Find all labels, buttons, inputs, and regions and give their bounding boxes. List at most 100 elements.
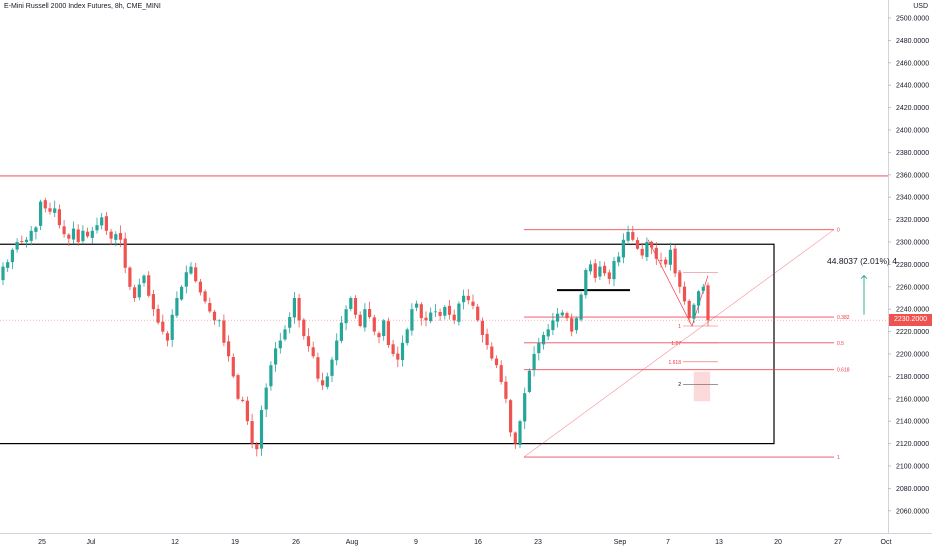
- candle-body: [579, 294, 583, 320]
- candle-body: [245, 400, 249, 422]
- x-tick-label: 27: [834, 539, 842, 546]
- y-tick-label: 2360.0000: [896, 172, 929, 179]
- candle-body: [645, 242, 649, 258]
- candle-body: [560, 312, 564, 316]
- candle-body: [494, 358, 499, 366]
- candle-body: [424, 317, 428, 321]
- candle-body: [198, 281, 202, 293]
- candle-body: [466, 295, 470, 301]
- candle-body: [358, 314, 362, 326]
- x-tick-label: 12: [171, 539, 179, 546]
- candle-body: [184, 272, 188, 287]
- candle-body: [353, 298, 358, 315]
- candle-body: [288, 317, 292, 328]
- candle-body: [443, 306, 447, 316]
- y-tick-label: 2140.0000: [896, 419, 929, 426]
- candle-body: [603, 265, 607, 274]
- candle-body: [598, 266, 602, 277]
- candle-body: [95, 225, 99, 231]
- candle-body: [523, 393, 527, 422]
- candle-body: [274, 348, 278, 365]
- candle-body: [123, 238, 127, 268]
- candle-body: [222, 320, 226, 343]
- y-tick-label: 2080.0000: [896, 486, 929, 493]
- fib-level-label: 1: [837, 455, 840, 461]
- y-tick-label: 2160.0000: [896, 396, 929, 403]
- candle-body: [541, 334, 546, 345]
- candle-body: [687, 300, 691, 319]
- candle-body: [546, 329, 550, 337]
- y-tick-label: 2200.0000: [896, 352, 929, 359]
- x-tick-label: 13: [715, 539, 723, 546]
- candle-body: [114, 234, 118, 240]
- candle-body: [471, 301, 475, 306]
- candle-body: [236, 375, 240, 399]
- candle-body: [363, 309, 367, 328]
- candle-body: [269, 365, 273, 387]
- candle-body: [29, 230, 33, 241]
- x-tick-label: Jul: [87, 539, 96, 546]
- x-tick-label: 9: [414, 539, 418, 546]
- candle-body: [86, 231, 90, 237]
- y-tick-label: 2100.0000: [896, 464, 929, 471]
- candle-body: [701, 286, 705, 291]
- x-tick-label: 23: [534, 539, 542, 546]
- x-tick-label: 25: [38, 539, 46, 546]
- candle-body: [306, 336, 311, 347]
- candle-body: [447, 305, 452, 315]
- candle-body: [325, 376, 329, 387]
- candle-body: [264, 387, 268, 410]
- y-tick-label: 2480.0000: [896, 38, 929, 45]
- candle-body: [565, 313, 569, 319]
- candle-body: [570, 318, 574, 332]
- fib-level-label: 0.618: [837, 368, 850, 374]
- candle-body: [339, 322, 343, 341]
- x-tick-label: 16: [474, 539, 482, 546]
- candle-body: [227, 341, 231, 357]
- candle-body: [151, 294, 155, 310]
- candle-body: [24, 239, 29, 243]
- candle-body: [396, 353, 400, 360]
- candle-body: [654, 247, 658, 259]
- candle-body: [504, 381, 508, 399]
- candle-body: [419, 304, 423, 319]
- candle-body: [67, 234, 71, 239]
- target-zone: [693, 371, 711, 402]
- candle-body: [104, 216, 108, 231]
- candle-body: [71, 228, 76, 240]
- candle-body: [142, 275, 146, 284]
- candle-body: [212, 311, 217, 321]
- candle-body: [682, 286, 687, 302]
- candle-body: [382, 320, 386, 337]
- candle-body: [410, 309, 414, 331]
- candle-body: [551, 320, 555, 331]
- y-tick-label: 2320.0000: [896, 217, 929, 224]
- fib-ext-label: 1.618: [668, 360, 681, 366]
- candle-body: [20, 241, 24, 242]
- candle-body: [659, 260, 663, 262]
- abc-path: [647, 239, 709, 327]
- candle-body: [180, 286, 184, 300]
- candle-body: [43, 200, 47, 209]
- candle-body: [76, 229, 80, 242]
- candle-body: [668, 249, 672, 265]
- fib-ext-label: 2: [678, 382, 681, 388]
- candle-body: [377, 333, 381, 338]
- candle-body: [349, 298, 353, 309]
- candle-body: [297, 297, 301, 321]
- candle-body: [391, 344, 395, 354]
- candle-body: [556, 313, 560, 322]
- candle-body: [631, 232, 635, 240]
- candle-body: [692, 304, 696, 319]
- candle-body: [302, 319, 306, 337]
- candle-body: [480, 320, 484, 335]
- y-tick-label: 2180.0000: [896, 374, 929, 381]
- candle-body: [678, 272, 682, 287]
- candle-body: [405, 329, 409, 344]
- y-tick-label: 2060.0000: [896, 508, 929, 515]
- candle-body: [283, 329, 287, 340]
- candle-body: [10, 249, 14, 263]
